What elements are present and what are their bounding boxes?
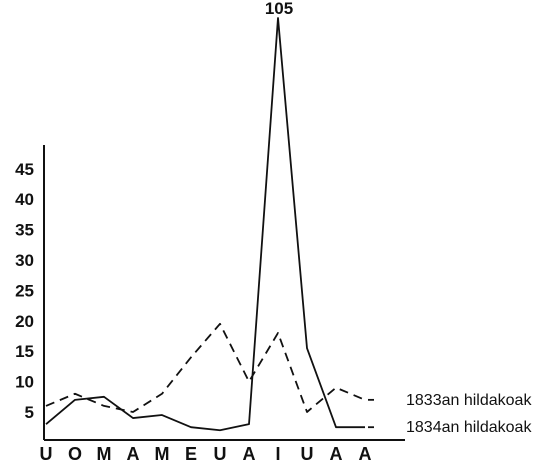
y-tick-label: 40	[15, 190, 34, 209]
y-tick-label: 45	[15, 160, 34, 179]
y-tick-label: 30	[15, 251, 34, 270]
x-tick-label: A	[330, 444, 343, 464]
legend-label: 1833an hildakoak	[406, 392, 532, 409]
peak-value-label: 105	[265, 0, 293, 18]
series-lines	[45, 17, 366, 432]
y-tick-label: 15	[15, 342, 34, 361]
y-tick-label: 20	[15, 312, 34, 331]
x-tick-label: M	[97, 444, 112, 464]
y-tick-label: 5	[25, 403, 34, 422]
x-tick-label: A	[243, 444, 256, 464]
x-tick-label: M	[155, 444, 170, 464]
x-tick-label: A	[359, 444, 372, 464]
annotations: 105	[265, 0, 293, 18]
y-tick-label: 35	[15, 221, 34, 240]
y-tick-label: 25	[15, 281, 34, 300]
y-tick-label: 10	[15, 373, 34, 392]
x-tick-label: U	[214, 444, 227, 464]
axes	[43, 145, 405, 441]
legend-label: 1834an hildakoak	[406, 419, 532, 436]
x-tick-label: E	[185, 444, 197, 464]
x-tick-label: O	[68, 444, 82, 464]
x-tick-label: U	[301, 444, 314, 464]
legend: 1833an hildakoak 1834an hildakoak	[368, 392, 532, 436]
x-tick-label: A	[127, 444, 140, 464]
series-line-solid	[45, 17, 365, 432]
x-tick-label: I	[275, 444, 280, 464]
series-line-dashed	[45, 322, 366, 413]
x-tick-label: U	[40, 444, 53, 464]
y-axis-ticks: 5 10 15 20 25 30 35 40 45	[15, 160, 34, 422]
